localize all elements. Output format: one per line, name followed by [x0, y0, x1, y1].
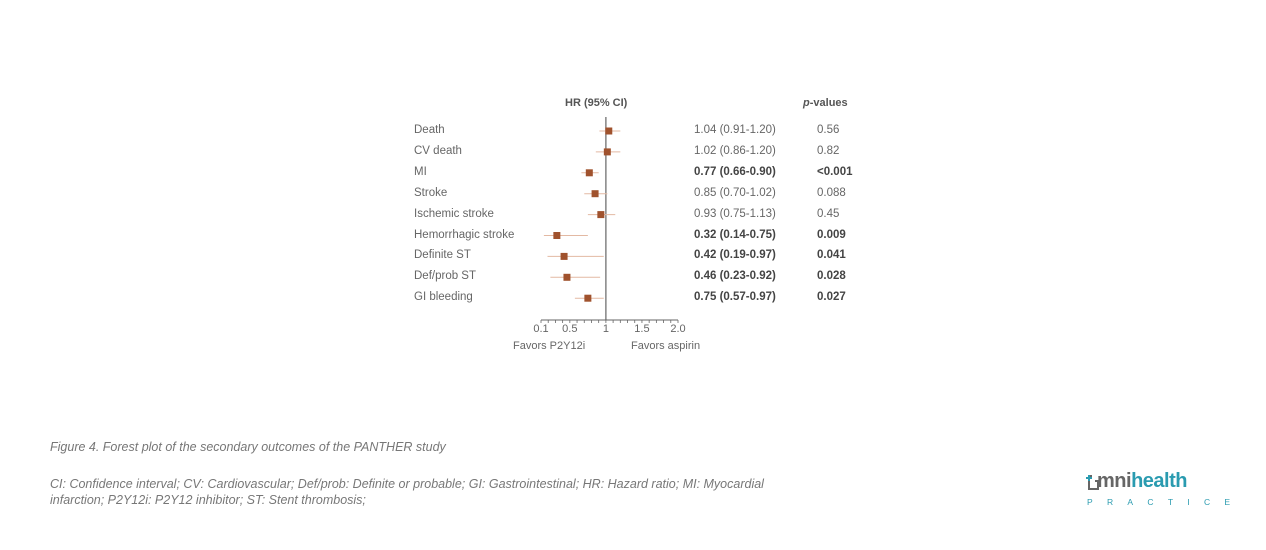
omnihealth-logo: mnihealth PRACTICE — [1085, 470, 1230, 508]
hr-point-marker — [585, 169, 593, 177]
hr-point-marker — [605, 127, 613, 135]
p-value: 0.028 — [817, 270, 846, 283]
outcome-label: Death — [414, 124, 445, 136]
hr-ci-value: 0.75 (0.57-0.97) — [694, 291, 776, 304]
favors-p2y12i-label: Favors P2Y12i — [513, 340, 586, 352]
outcome-label: CV death — [414, 144, 462, 157]
hr-column-header: HR (95% CI) — [565, 97, 628, 109]
hr-ci-value: 0.32 (0.14-0.75) — [694, 228, 776, 241]
x-tick-label: 2.0 — [670, 323, 686, 335]
p-value: 0.027 — [817, 291, 846, 304]
logo-wordmark: mnihealth — [1097, 470, 1187, 493]
outcome-label: Definite ST — [414, 249, 471, 262]
outcome-label: MI — [414, 165, 427, 178]
hr-ci-value: 1.04 (0.91-1.20) — [694, 124, 776, 136]
outcome-label: Ischemic stroke — [414, 207, 494, 220]
p-value: 0.041 — [817, 249, 846, 262]
hr-ci-value: 0.85 (0.70-1.02) — [694, 186, 776, 199]
x-tick-label: 1.5 — [634, 323, 650, 335]
x-tick-label: 0.5 — [562, 323, 578, 335]
hr-ci-value: 0.93 (0.75-1.13) — [694, 207, 776, 220]
p-prefix: p — [803, 97, 810, 109]
outcome-label: Def/prob ST — [414, 270, 476, 283]
figure-caption: Figure 4. Forest plot of the secondary o… — [50, 440, 446, 454]
hr-point-marker — [597, 211, 605, 219]
p-value: 0.82 — [817, 144, 840, 157]
favors-aspirin-label: Favors aspirin — [631, 340, 701, 352]
abbreviations-note: CI: Confidence interval; CV: Cardiovascu… — [50, 477, 764, 507]
hr-ci-value: 0.77 (0.66-0.90) — [694, 165, 776, 178]
p-value: 0.56 — [817, 124, 840, 136]
hr-ci-value: 1.02 (0.86-1.20) — [694, 144, 776, 157]
outcome-label: Hemorrhagic stroke — [414, 228, 515, 241]
p-value: 0.088 — [817, 186, 846, 199]
hr-point-marker — [563, 273, 571, 281]
p-suffix: -values — [809, 97, 848, 109]
hr-ci-value: 0.42 (0.19-0.97) — [694, 249, 776, 262]
logo-wordmark-part1: mni — [1097, 470, 1132, 492]
hr-point-marker — [560, 252, 568, 260]
p-values-column-header: p-values — [803, 97, 848, 109]
hr-point-marker — [584, 294, 592, 302]
hr-ci-value: 0.46 (0.23-0.92) — [694, 270, 776, 283]
x-tick-label: 1 — [602, 323, 609, 335]
hr-point-marker — [553, 232, 561, 239]
p-value: 0.45 — [817, 207, 840, 220]
outcome-label: GI bleeding — [414, 291, 473, 304]
omnihealth-logo-icon — [1086, 475, 1099, 490]
logo-subtitle: PRACTICE — [1087, 497, 1245, 507]
x-tick-label: 0.1 — [533, 323, 549, 335]
p-value: 0.009 — [817, 228, 846, 241]
logo-wordmark-part2: health — [1131, 470, 1187, 492]
hr-point-marker — [591, 190, 599, 198]
outcome-label: Stroke — [414, 186, 448, 199]
hr-point-marker — [603, 148, 611, 156]
p-value: <0.001 — [817, 165, 853, 178]
